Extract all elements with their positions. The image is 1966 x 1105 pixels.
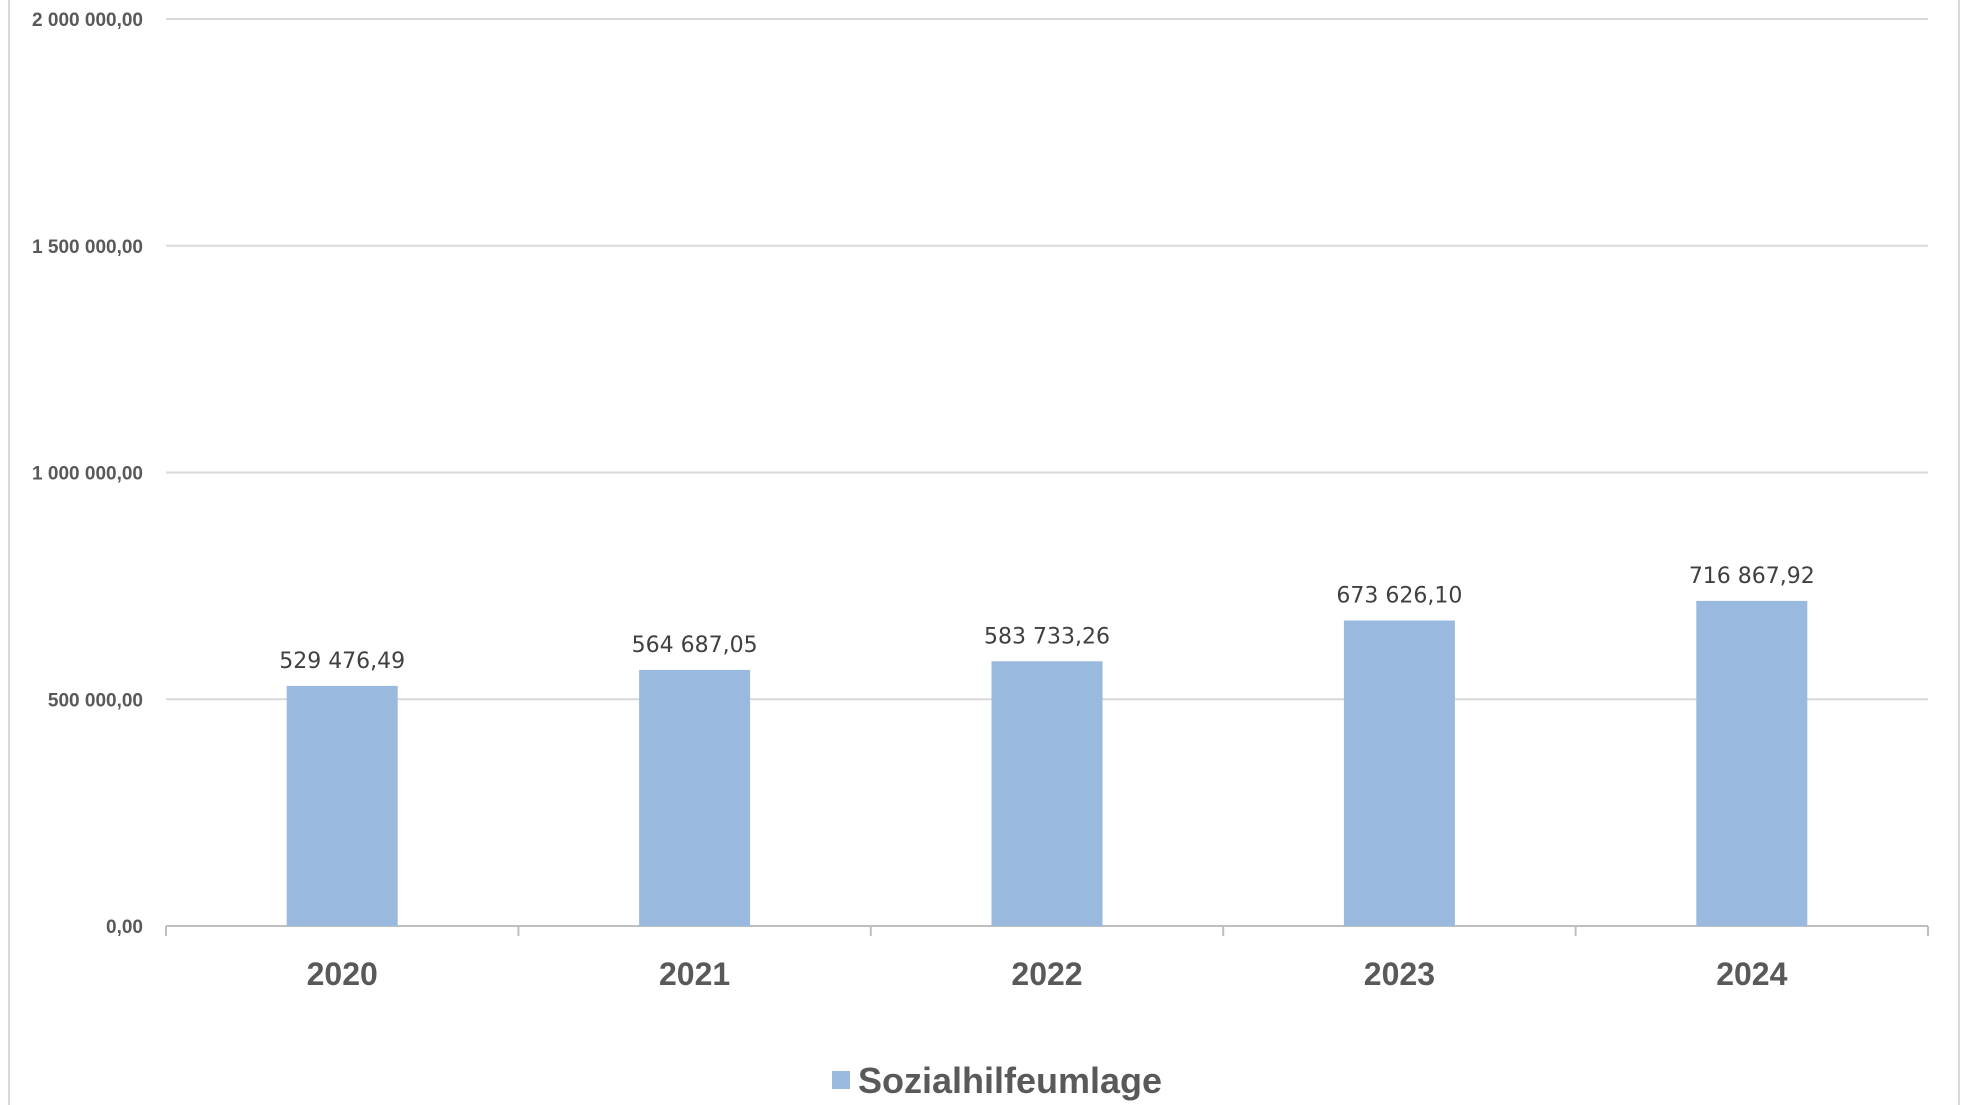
bar-2020 <box>286 685 398 926</box>
y-tick-label: 1 500 000,00 <box>32 237 143 258</box>
bar-2023 <box>1343 620 1455 926</box>
chart-frame <box>8 0 1960 1105</box>
y-tick-label: 2 000 000,00 <box>32 10 143 31</box>
y-tick-label: 0,00 <box>106 917 143 938</box>
data-label-2020: 529 476,49 <box>279 649 405 674</box>
y-tick-label: 1 000 000,00 <box>32 464 143 485</box>
gridlines <box>166 18 1928 701</box>
data-label-2024: 716 867,92 <box>1689 564 1815 589</box>
bars <box>286 600 1808 926</box>
data-label-2022: 583 733,26 <box>984 624 1110 649</box>
x-tick-label: 2024 <box>1716 956 1787 992</box>
x-tick-label: 2021 <box>659 956 730 992</box>
bar-2022 <box>991 661 1103 926</box>
bar-2021 <box>639 669 751 926</box>
y-tick-label: 500 000,00 <box>48 690 143 711</box>
x-tick-label: 2023 <box>1364 956 1435 992</box>
x-tick-label: 2020 <box>307 956 378 992</box>
legend: Sozialhilfeumlage <box>832 1060 1162 1101</box>
legend-label: Sozialhilfeumlage <box>858 1060 1162 1101</box>
y-axis: 0,00 500 000,00 1 000 000,00 1 500 000,00 2 … <box>32 10 143 938</box>
data-labels: 529 476,49 564 687,05 583 733,26 673 626,10… <box>279 564 1815 674</box>
legend-swatch <box>832 1071 850 1089</box>
x-tick-label: 2022 <box>1011 956 1082 992</box>
data-label-2023: 673 626,10 <box>1336 584 1462 609</box>
data-label-2021: 564 687,05 <box>632 633 758 658</box>
x-axis: 2020 2021 2022 2023 2024 <box>165 925 1929 992</box>
bar-2024 <box>1696 600 1808 926</box>
